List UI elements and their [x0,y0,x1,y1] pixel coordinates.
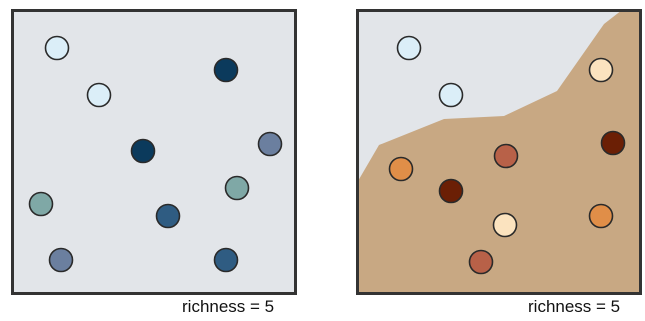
species-circle [396,35,422,61]
left-panel-canvas [11,9,297,295]
right-panel-canvas [356,9,642,295]
species-circle [213,247,239,273]
right-richness-caption: richness = 5 [528,297,621,316]
species-circle [388,156,414,182]
species-circle [44,35,70,61]
species-circle [492,212,518,238]
species-circle [468,249,494,275]
species-circle [224,175,250,201]
species-circle [438,178,464,204]
left-panel-border [11,9,297,295]
species-circle [213,57,239,83]
species-circle [155,203,181,229]
right-panel-border [356,9,642,295]
right-panel-circles [388,35,626,275]
left-panel-circles [28,35,283,273]
species-circle [130,138,156,164]
species-circle [86,82,112,108]
left-richness-caption: richness = 5 [182,297,275,316]
species-circle [588,203,614,229]
species-circle [28,191,54,217]
right-panel [356,9,642,295]
species-circle [257,131,283,157]
species-circle [438,82,464,108]
species-circle [588,57,614,83]
species-circle [600,130,626,156]
left-panel [11,9,297,295]
species-circle [48,247,74,273]
species-circle [493,143,519,169]
